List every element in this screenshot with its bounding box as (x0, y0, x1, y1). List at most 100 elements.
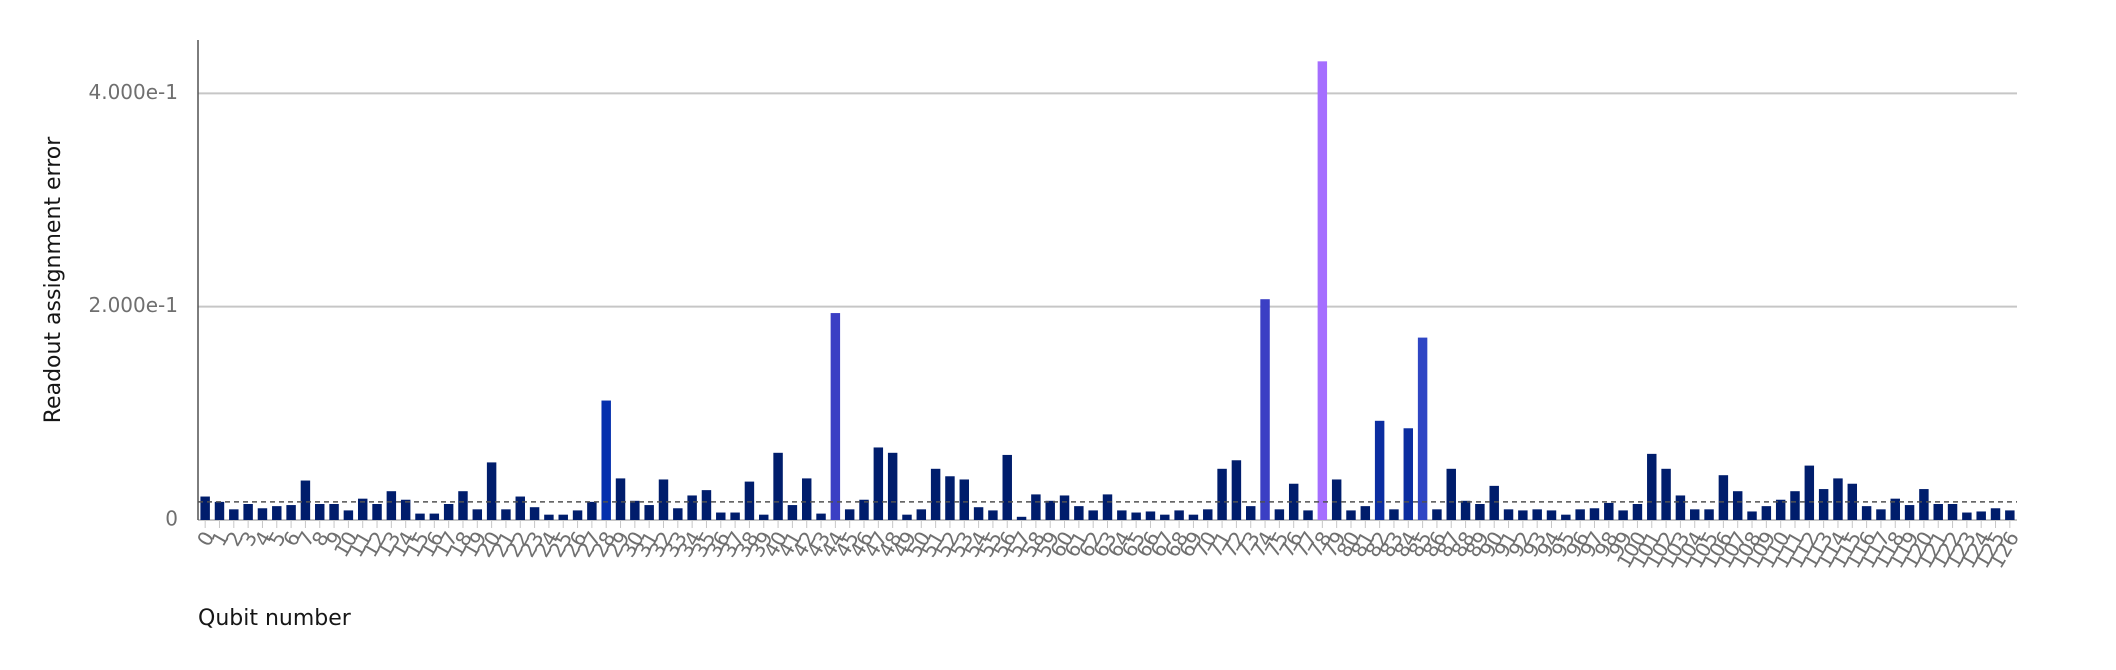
bar (1303, 510, 1313, 520)
y-tick-label: 4.000e-1 (88, 80, 178, 104)
bar (486, 462, 497, 520)
x-axis-label: Qubit number (198, 606, 352, 631)
bar (1876, 509, 1886, 520)
bar (1947, 504, 1958, 520)
bar (1561, 514, 1571, 520)
bar (1804, 465, 1815, 520)
y-axis-label: Readout assignment error (41, 136, 66, 423)
bar (1174, 510, 1184, 520)
bar (1618, 510, 1628, 520)
bar (2005, 510, 2015, 520)
bar (1217, 468, 1227, 520)
bar (1546, 510, 1557, 520)
bar (630, 500, 640, 520)
bar (730, 512, 740, 520)
bar (673, 508, 683, 520)
bar (1475, 504, 1485, 520)
bar (1317, 61, 1328, 520)
bar (816, 513, 826, 520)
bar (1260, 299, 1270, 520)
bar (1532, 509, 1542, 520)
bar (1890, 498, 1900, 520)
bar (1990, 508, 2001, 520)
bar (1203, 509, 1213, 520)
bar (1460, 500, 1471, 520)
bar (1346, 510, 1356, 520)
bar (1661, 468, 1671, 520)
bar (472, 509, 483, 520)
bar (515, 496, 525, 520)
bar (859, 499, 869, 520)
bar (716, 512, 726, 520)
bar (1117, 510, 1127, 520)
bar (1632, 504, 1643, 520)
bar (1704, 509, 1714, 520)
bar (1604, 502, 1614, 520)
bar (830, 313, 841, 520)
bar (801, 478, 812, 520)
bar (587, 501, 597, 520)
bar (1432, 509, 1442, 520)
bar (1919, 489, 1929, 520)
bar (272, 506, 282, 520)
bar (1074, 506, 1084, 520)
bar (400, 499, 411, 520)
bar (959, 479, 969, 520)
bar (1246, 506, 1256, 520)
bar (1518, 510, 1528, 520)
bar (701, 490, 712, 520)
bar (1861, 506, 1872, 520)
bar (773, 452, 783, 520)
bar (930, 468, 941, 520)
bar (1962, 512, 1972, 520)
bar (386, 491, 397, 520)
bar (1976, 511, 1986, 520)
bar (1675, 495, 1686, 520)
y-tick-label: 0 (165, 507, 178, 531)
bar (844, 509, 855, 520)
bar (1031, 494, 1041, 520)
bar (787, 505, 798, 520)
bar (229, 509, 239, 520)
bar (315, 504, 325, 520)
bar (529, 507, 540, 520)
bar (1374, 420, 1385, 520)
bar (1503, 509, 1514, 520)
bar (1732, 491, 1743, 520)
bar (214, 501, 225, 520)
bar (1131, 512, 1141, 520)
bar (1904, 505, 1915, 520)
bar (443, 504, 454, 520)
bar (1417, 337, 1428, 520)
bar (1403, 428, 1414, 520)
bar (1647, 453, 1657, 520)
bar (1847, 483, 1858, 520)
bar (1360, 506, 1371, 520)
bar (1231, 460, 1242, 520)
bar (1389, 509, 1399, 520)
bar (558, 514, 568, 520)
bar (1718, 475, 1729, 520)
bar (973, 507, 984, 520)
y-tick-label: 2.000e-1 (88, 293, 178, 317)
bar (572, 510, 583, 520)
bar (1690, 509, 1700, 520)
bar (1589, 508, 1600, 520)
bar (1045, 500, 1055, 520)
bar (1088, 510, 1098, 520)
bar (1575, 509, 1585, 520)
bar (1790, 491, 1800, 520)
bar (658, 479, 669, 520)
bar (1102, 494, 1113, 520)
bar (544, 514, 554, 520)
bar (759, 514, 769, 520)
bar (744, 481, 755, 520)
bar (1331, 479, 1342, 520)
bar (644, 505, 654, 520)
bar (916, 509, 927, 520)
bar (902, 514, 912, 520)
bar (357, 498, 368, 520)
bar (1145, 511, 1156, 520)
bar (372, 504, 382, 520)
